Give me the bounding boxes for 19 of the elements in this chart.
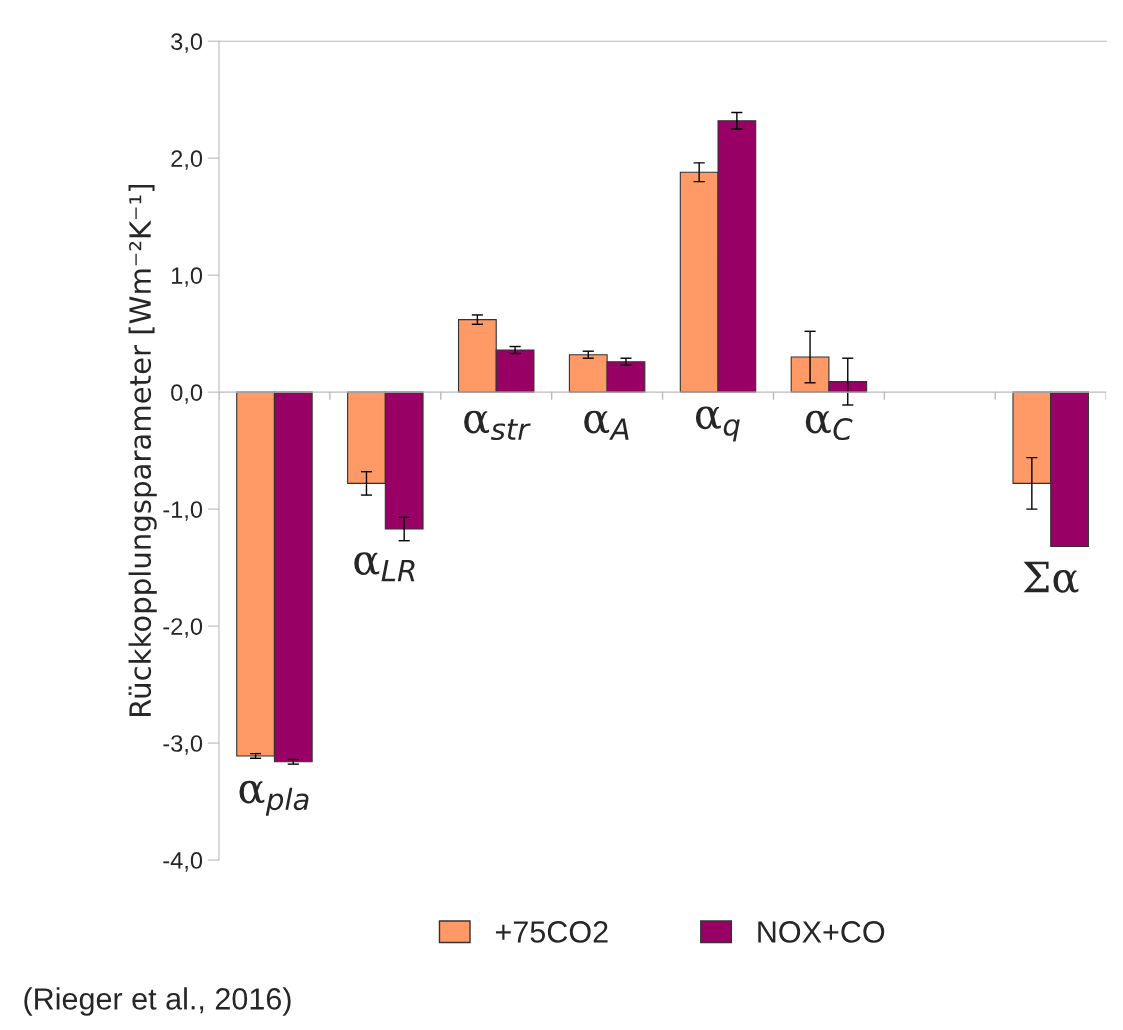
x-tick-label: Σα bbox=[1023, 561, 1079, 593]
x-tick-label: α$_{str}$ bbox=[464, 410, 531, 441]
y-tick-label: 2,0 bbox=[171, 150, 203, 170]
legend-label: +75CO2 bbox=[495, 921, 608, 943]
legend-label: NOX+CO bbox=[758, 921, 885, 943]
x-tick-label: α$_{q}$ bbox=[695, 406, 740, 442]
y-tick-label: 1,0 bbox=[171, 267, 203, 287]
x-tick-label: α$_{C}$ bbox=[805, 410, 853, 441]
x-tick-label: α$_{A}$ bbox=[584, 410, 629, 440]
y-tick-label: 3,0 bbox=[171, 33, 203, 53]
y-axis-title: Rückkopplungsparameter [Wm⁻²K⁻¹] bbox=[128, 184, 157, 716]
x-tick-label: α$_{pla}$ bbox=[239, 780, 309, 816]
x-tick-label: α$_{LR}$ bbox=[354, 552, 415, 582]
y-tick-label: -2,0 bbox=[163, 618, 203, 638]
text: (Rieger et al., 2016) bbox=[24, 987, 291, 1016]
y-tick-label: -3,0 bbox=[163, 735, 203, 755]
y-tick-label: -1,0 bbox=[163, 501, 203, 521]
y-tick-label: -4,0 bbox=[163, 852, 203, 872]
y-tick-label: 0,0 bbox=[171, 384, 203, 404]
